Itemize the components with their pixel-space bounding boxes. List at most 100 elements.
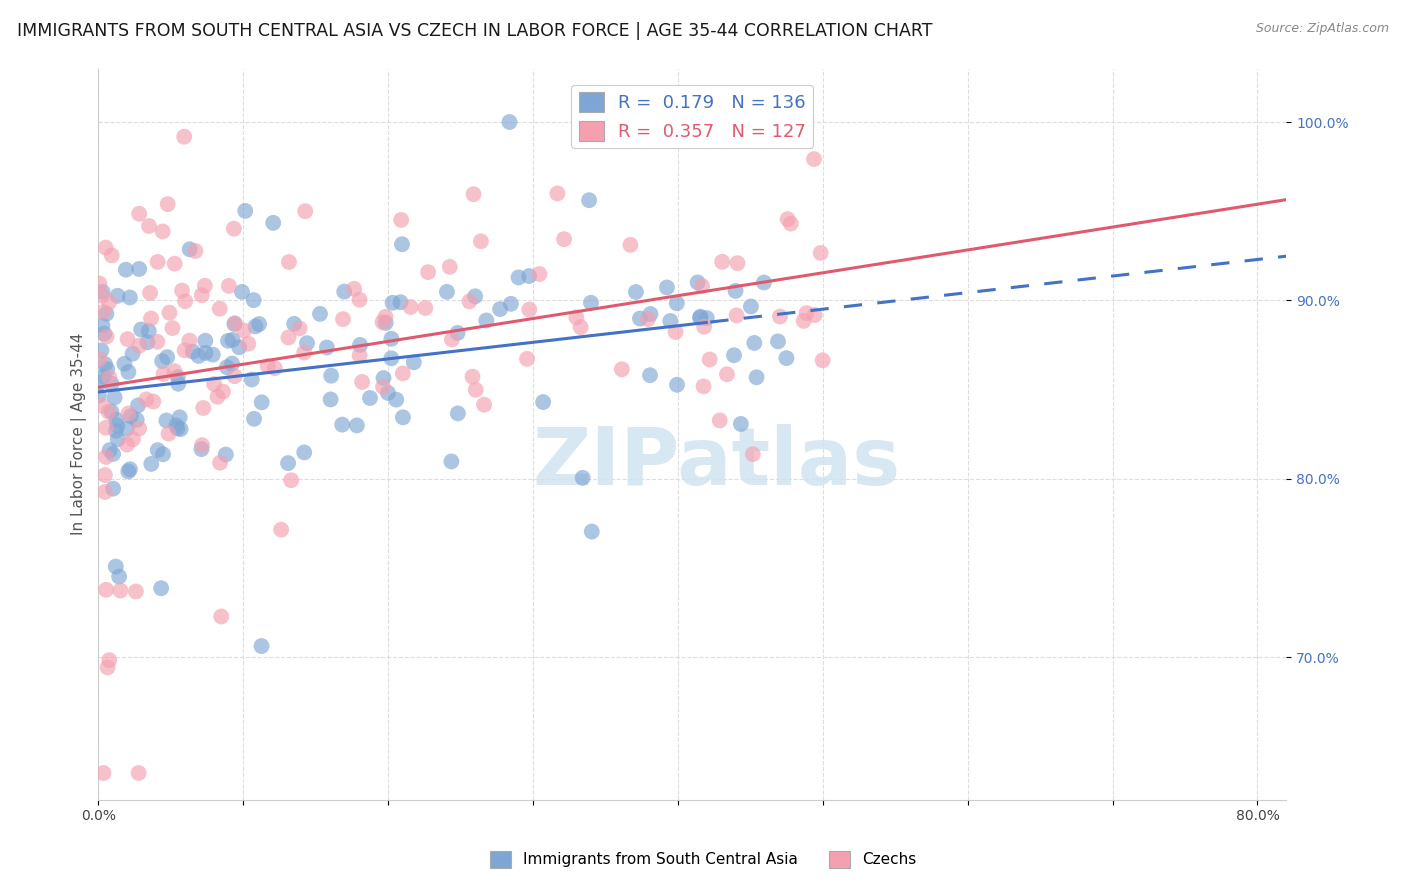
Point xyxy=(475,313,498,327)
Point xyxy=(709,413,731,427)
Point xyxy=(439,260,461,274)
Point xyxy=(463,187,485,202)
Point xyxy=(156,197,179,211)
Point xyxy=(553,232,575,246)
Point xyxy=(98,443,121,458)
Point xyxy=(115,262,138,277)
Text: Source: ZipAtlas.com: Source: ZipAtlas.com xyxy=(1256,22,1389,36)
Point xyxy=(207,390,229,404)
Point xyxy=(377,386,399,401)
Point xyxy=(472,398,495,412)
Point xyxy=(138,219,160,233)
Point xyxy=(579,295,602,310)
Point xyxy=(262,216,284,230)
Point xyxy=(221,357,243,371)
Point xyxy=(98,653,121,667)
Point xyxy=(104,559,127,574)
Point xyxy=(89,277,111,291)
Point xyxy=(91,289,114,303)
Point xyxy=(107,289,129,303)
Point xyxy=(624,285,647,299)
Point xyxy=(128,207,150,221)
Point xyxy=(224,316,246,330)
Point xyxy=(96,362,118,376)
Point xyxy=(470,234,492,248)
Point xyxy=(194,346,217,360)
Point xyxy=(128,421,150,435)
Point xyxy=(666,377,689,392)
Point xyxy=(352,375,374,389)
Point xyxy=(380,332,402,346)
Point xyxy=(373,371,395,385)
Point xyxy=(489,301,512,316)
Point xyxy=(181,344,204,359)
Point xyxy=(250,639,273,653)
Point xyxy=(283,317,305,331)
Point xyxy=(101,447,124,461)
Point xyxy=(173,129,195,144)
Point xyxy=(174,294,197,309)
Point xyxy=(499,297,522,311)
Point xyxy=(94,241,117,255)
Point xyxy=(288,321,311,335)
Point xyxy=(155,413,177,427)
Point xyxy=(517,302,540,317)
Point xyxy=(745,370,768,384)
Point xyxy=(96,329,118,343)
Point xyxy=(191,288,214,302)
Point xyxy=(571,471,593,485)
Point xyxy=(218,279,240,293)
Point xyxy=(766,334,789,349)
Point xyxy=(94,582,117,597)
Point xyxy=(292,345,315,359)
Point xyxy=(638,368,661,383)
Point xyxy=(793,314,815,328)
Point xyxy=(98,295,121,310)
Point xyxy=(779,217,801,231)
Legend: R =  0.179   N = 136, R =  0.357   N = 127: R = 0.179 N = 136, R = 0.357 N = 127 xyxy=(571,85,814,148)
Point xyxy=(508,270,530,285)
Point xyxy=(142,394,165,409)
Point xyxy=(105,412,128,426)
Point xyxy=(115,437,138,451)
Point xyxy=(349,348,371,362)
Point xyxy=(659,314,682,328)
Point xyxy=(371,315,394,329)
Point xyxy=(202,377,225,392)
Text: ZIPatlas: ZIPatlas xyxy=(531,425,900,502)
Point xyxy=(194,278,217,293)
Point xyxy=(170,284,193,298)
Point xyxy=(741,447,763,461)
Point xyxy=(94,450,117,464)
Point xyxy=(769,310,792,324)
Point xyxy=(169,422,191,436)
Point xyxy=(224,369,246,384)
Point xyxy=(139,311,162,326)
Point xyxy=(128,262,150,277)
Point xyxy=(810,246,832,260)
Point xyxy=(163,257,186,271)
Point xyxy=(231,285,253,299)
Point xyxy=(233,324,256,338)
Point xyxy=(240,372,263,386)
Point xyxy=(194,334,217,348)
Point xyxy=(531,395,554,409)
Point xyxy=(250,395,273,409)
Point xyxy=(152,367,174,381)
Point xyxy=(263,361,285,376)
Point xyxy=(157,306,180,320)
Point xyxy=(730,417,752,431)
Point xyxy=(89,351,111,366)
Point xyxy=(128,338,150,352)
Point xyxy=(146,443,169,458)
Point xyxy=(117,407,139,421)
Point xyxy=(193,401,215,415)
Point xyxy=(343,282,366,296)
Point xyxy=(247,317,270,331)
Point xyxy=(94,468,117,483)
Point xyxy=(389,213,412,227)
Point xyxy=(346,418,368,433)
Point xyxy=(416,265,439,279)
Point xyxy=(359,391,381,405)
Point xyxy=(546,186,568,201)
